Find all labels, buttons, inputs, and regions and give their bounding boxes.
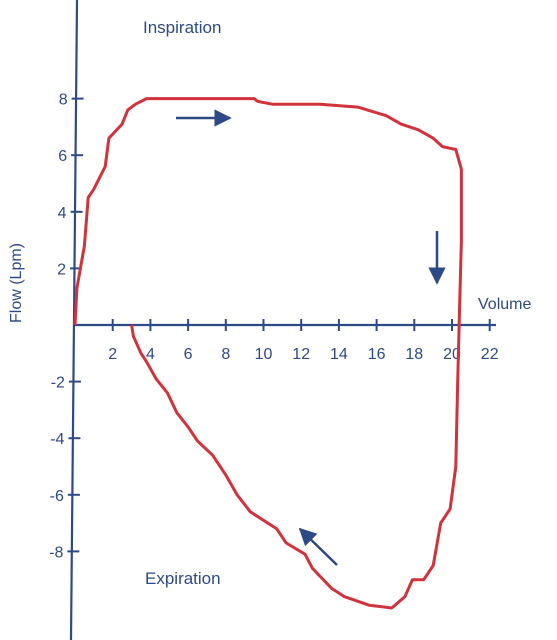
- x-tick-label: 14: [330, 346, 348, 363]
- x-tick-label: 16: [368, 346, 386, 363]
- y-tick-label: -4: [50, 431, 64, 448]
- x-tick-label: 4: [146, 346, 155, 363]
- x-tick-label: 8: [221, 346, 230, 363]
- y-axis-title: Flow (Lpm): [8, 243, 25, 323]
- annotation-inspiration: Inspiration: [143, 18, 221, 37]
- x-tick-label: 22: [481, 346, 499, 363]
- annotation-expiration: Expiration: [145, 569, 221, 588]
- y-tick-label: -2: [51, 375, 65, 392]
- x-tick-label: 6: [184, 346, 193, 363]
- y-axis-ticks: -8 -6 -4 -2 2 4 6 8: [49, 92, 84, 561]
- x-tick-label: 18: [405, 346, 423, 363]
- x-axis-title: Volume: [478, 296, 531, 313]
- x-tick-label: 10: [255, 346, 273, 363]
- y-tick-label: 4: [58, 205, 67, 222]
- y-tick-label: -8: [49, 544, 63, 561]
- y-tick-label: 2: [57, 261, 66, 278]
- x-tick-label: 12: [292, 346, 310, 363]
- y-tick-label: 6: [58, 148, 67, 165]
- x-axis-ticks: 2 4 6 8 10 12 14 16 18 20 22: [108, 319, 499, 363]
- x-tick-label: 2: [108, 346, 117, 363]
- y-tick-label: 8: [59, 92, 68, 109]
- flow-volume-loop-series: [73, 97, 463, 610]
- y-tick-label: -6: [50, 488, 64, 505]
- expiration-direction-arrow: [298, 527, 338, 566]
- x-tick-label: 20: [443, 346, 461, 363]
